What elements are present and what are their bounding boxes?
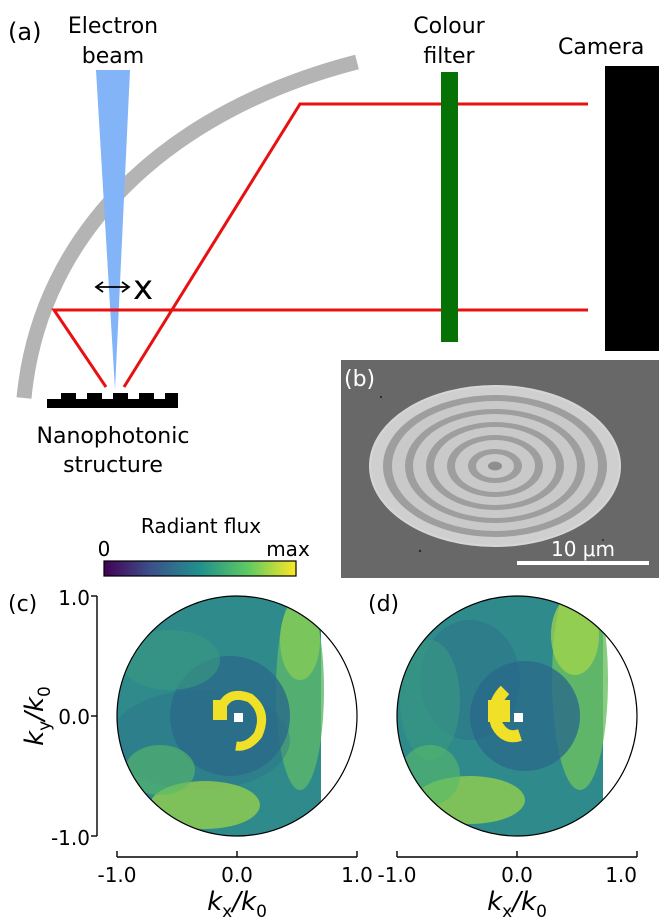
displacement-label: x bbox=[133, 268, 153, 308]
electron-beam bbox=[96, 70, 130, 390]
colorbar: Radiant flux 0 max bbox=[98, 514, 310, 577]
x-axis-label-d: kx/k0 bbox=[487, 887, 547, 921]
panel-d: (d) -1.0 0.0 1.0 kx/k0 bbox=[368, 592, 638, 921]
colorbar-min: 0 bbox=[98, 537, 111, 561]
polar-map-d bbox=[397, 596, 637, 836]
structure-label-line1: Nanophotonic bbox=[37, 424, 190, 449]
panel-c: (c) 1.0 0.0 -1.0 ky/k0 bbox=[8, 586, 373, 921]
x-axis-label-d-main: k bbox=[487, 887, 503, 917]
colorbar-gradient bbox=[103, 560, 297, 577]
polar-boundary-c bbox=[116, 595, 358, 837]
electron-beam-label-line2: beam bbox=[82, 44, 144, 69]
y-tick-label-top: 1.0 bbox=[58, 586, 90, 610]
panel-c-label: (c) bbox=[8, 592, 37, 617]
y-axis-label-main: k bbox=[20, 730, 50, 746]
ray-upper bbox=[122, 102, 588, 388]
scale-bar-label: 10 μm bbox=[551, 537, 615, 561]
circular-grating bbox=[369, 385, 621, 547]
x-axis-label-d-sub: x bbox=[502, 902, 512, 921]
panel-b: (b) 10 μm bbox=[341, 360, 659, 578]
y-tick-label-bottom: -1.0 bbox=[51, 826, 90, 850]
nanophotonic-structure bbox=[47, 393, 178, 408]
x-axis-d bbox=[396, 851, 638, 858]
colorbar-title: Radiant flux bbox=[141, 514, 261, 538]
colour-filter-label-line2: filter bbox=[423, 44, 475, 69]
x-axis-label-c-main: k bbox=[207, 887, 223, 917]
panel-a-label: (a) bbox=[8, 18, 41, 46]
y-axis-label-sub: y bbox=[35, 721, 55, 731]
scale-bar bbox=[517, 561, 649, 565]
structure-label-line2: structure bbox=[63, 453, 163, 478]
x-tick-label-mid-d: 0.0 bbox=[501, 863, 533, 887]
panel-b-label: (b) bbox=[344, 367, 375, 392]
x-axis-c bbox=[116, 851, 358, 858]
y-axis-label-div: /k bbox=[20, 696, 50, 723]
camera-label: Camera bbox=[558, 35, 644, 60]
x-axis-label-d-sub2: 0 bbox=[536, 902, 547, 921]
parabolic-mirror bbox=[16, 54, 359, 399]
y-axis-c bbox=[91, 595, 98, 837]
panel-d-label: (d) bbox=[368, 592, 399, 617]
electron-beam-label-line1: Electron bbox=[68, 14, 158, 39]
panel-a: (a) Electron beam x Nanophotonic bbox=[8, 14, 659, 478]
y-axis-label: ky/k0 bbox=[20, 686, 55, 746]
colour-filter-label-line1: Colour bbox=[413, 14, 485, 39]
colour-filter bbox=[441, 72, 458, 342]
x-axis-label-c: kx/k0 bbox=[207, 887, 267, 921]
x-tick-label-left-d: -1.0 bbox=[377, 863, 416, 887]
x-tick-label-left-c: -1.0 bbox=[97, 863, 136, 887]
x-tick-label-mid-c: 0.0 bbox=[221, 863, 253, 887]
light-rays bbox=[51, 102, 588, 388]
colorbar-max: max bbox=[266, 537, 310, 561]
y-tick-label-mid: 0.0 bbox=[58, 705, 90, 729]
x-axis-label-d-div: /k bbox=[510, 887, 537, 917]
ray-lower bbox=[51, 308, 588, 388]
displacement-arrow bbox=[94, 281, 131, 293]
x-tick-label-right-d: 1.0 bbox=[605, 863, 637, 887]
x-axis-label-c-div: /k bbox=[230, 887, 257, 917]
x-tick-label-right-c: 1.0 bbox=[341, 863, 373, 887]
y-axis-label-sub2: 0 bbox=[35, 686, 55, 697]
x-axis-label-c-sub: x bbox=[222, 902, 232, 921]
polar-boundary-d bbox=[396, 595, 638, 837]
camera bbox=[605, 66, 659, 351]
polar-map-c bbox=[117, 596, 357, 836]
x-axis-label-c-sub2: 0 bbox=[256, 902, 267, 921]
